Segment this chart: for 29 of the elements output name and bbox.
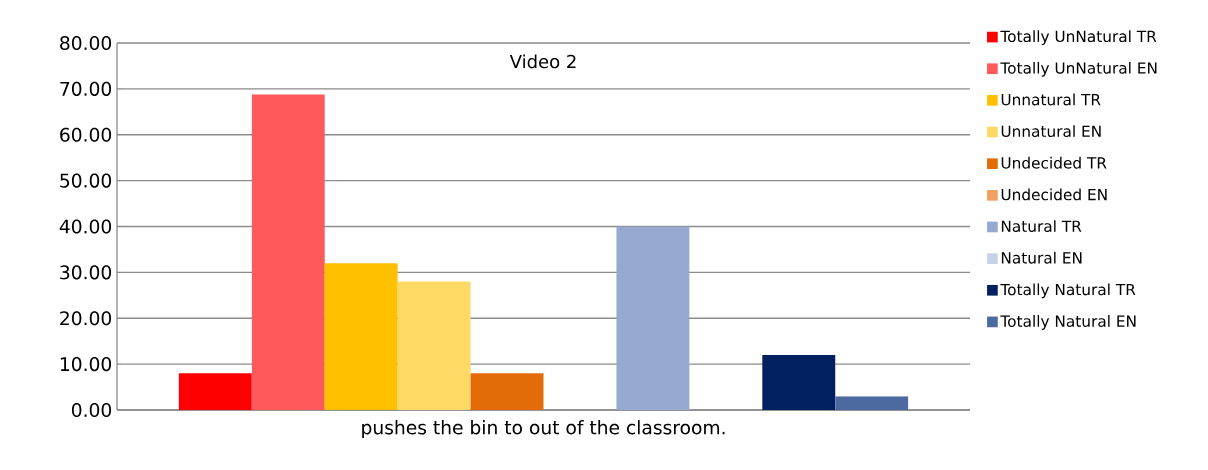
legend-label: Unnatural EN <box>1001 125 1101 138</box>
y-tick-label: 10.00 <box>60 357 112 372</box>
y-tick-label: 70.00 <box>60 81 112 96</box>
y-tick-label: 30.00 <box>60 265 112 280</box>
y-tick-label: 20.00 <box>60 311 112 326</box>
text: Video 2 <box>509 54 576 69</box>
bar <box>762 354 836 410</box>
legend-label: Unnatural TR <box>1001 93 1101 106</box>
bar <box>251 94 325 410</box>
y-tick-label: 80.00 <box>60 35 112 51</box>
bar <box>397 281 471 410</box>
legend-label: Totally UnNatural TR <box>1000 30 1157 46</box>
legend-label: Undecided TR <box>1001 156 1107 169</box>
bar <box>178 373 252 410</box>
y-tick-label: 60.00 <box>60 127 112 142</box>
legend-label: Natural TR <box>1001 220 1082 232</box>
legend-label: Undecided EN <box>1001 188 1107 201</box>
bar <box>616 226 690 410</box>
bar <box>324 263 398 410</box>
x-tick-label: pushes the bin to out of the classroom. <box>362 420 725 439</box>
legend-label: Totally Natural EN <box>1000 315 1136 330</box>
bar <box>835 396 909 410</box>
y-tick-label: 40.00 <box>59 219 112 234</box>
legend-label: Totally UnNatural EN <box>1000 61 1157 77</box>
legend-label: Totally Natural TR <box>1000 283 1136 299</box>
y-tick-label: 0.00 <box>71 402 112 418</box>
bar <box>470 373 544 410</box>
legend-label: Natural EN <box>1001 251 1082 264</box>
y-tick-label: 50.00 <box>60 173 112 188</box>
